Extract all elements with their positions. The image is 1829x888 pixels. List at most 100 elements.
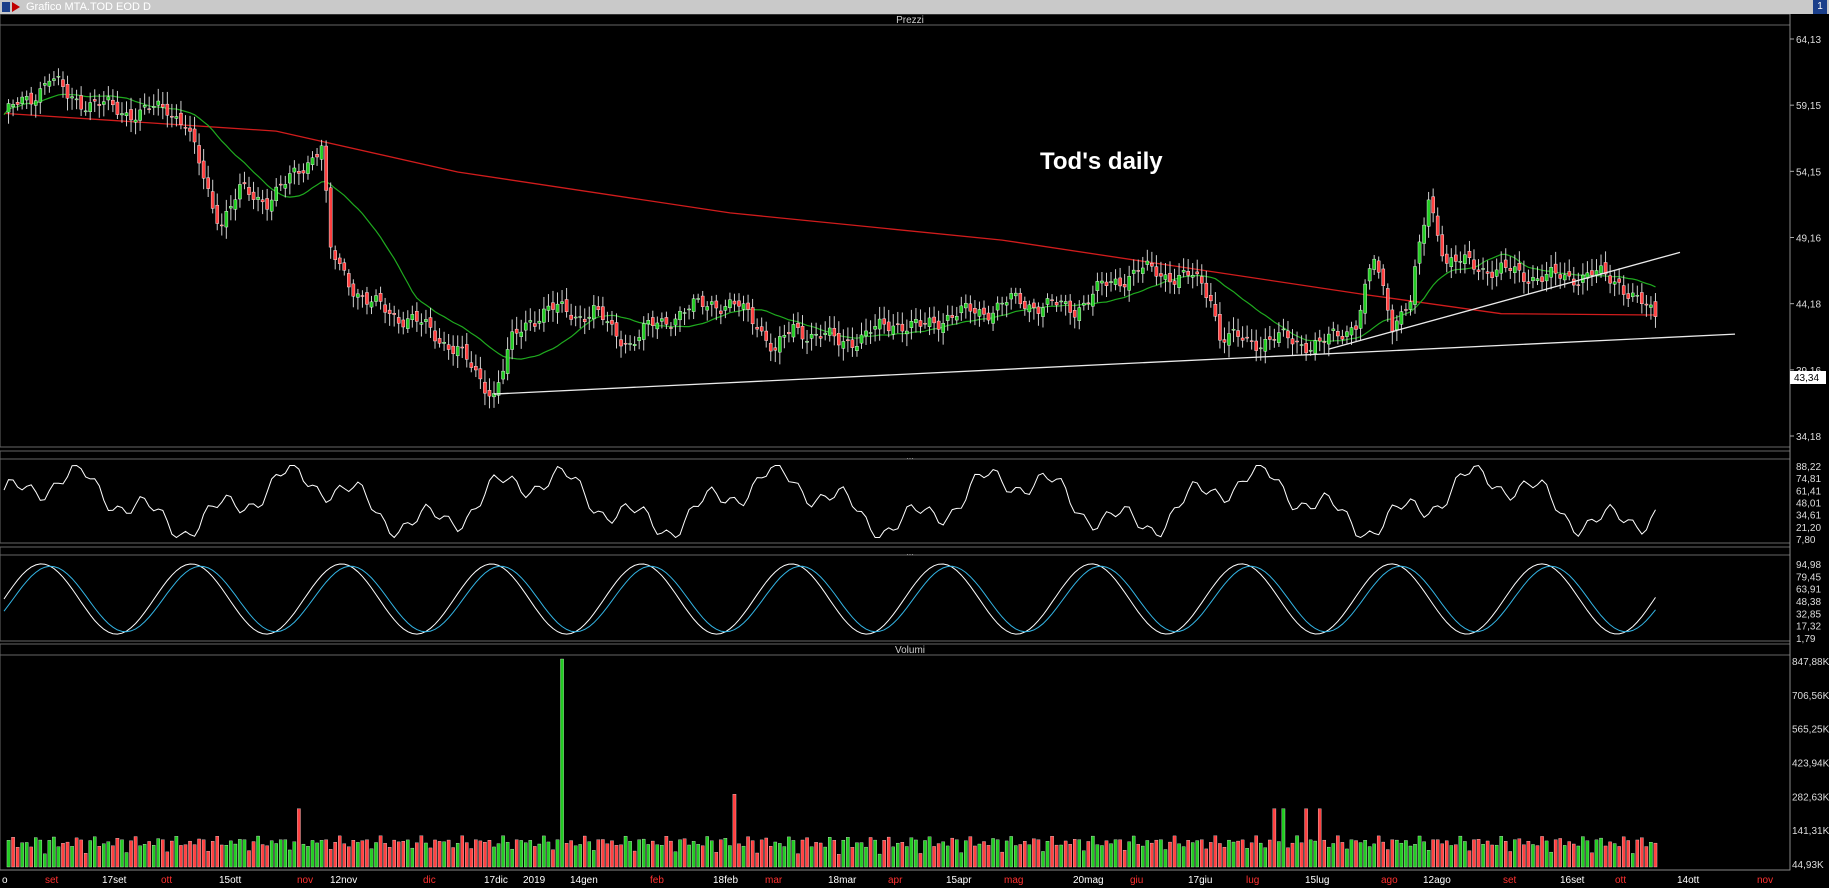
date-tick-label: 15lug (1305, 875, 1329, 886)
candle-body (1054, 302, 1059, 306)
candle-body (283, 184, 288, 189)
window-corner-label[interactable]: 1 (1813, 0, 1827, 14)
candle-body (483, 381, 487, 394)
candle-body (823, 332, 827, 335)
date-tick-label: mar (765, 875, 783, 886)
volume-bar (455, 843, 460, 868)
last-price-marker: 43,34 (1790, 371, 1826, 384)
candle-body (79, 95, 83, 110)
candle-body (1181, 270, 1186, 273)
candle-body (1390, 309, 1395, 333)
candle-body (1617, 278, 1621, 283)
candle-body (1263, 339, 1268, 352)
candle-body (923, 323, 927, 325)
volume-bar (74, 837, 79, 868)
candle-body (1345, 331, 1349, 337)
candle-body (1045, 298, 1050, 305)
volume-bar (1631, 853, 1635, 868)
candle-body (914, 319, 918, 324)
candle-body (387, 309, 392, 314)
candle-body (1258, 347, 1263, 350)
volume-bar (741, 845, 746, 868)
volume-bar (1086, 841, 1091, 868)
volume-bar (351, 840, 356, 868)
volume-bar (147, 841, 151, 868)
candle-body (378, 293, 383, 302)
volume-bar (986, 845, 991, 868)
window-title-bar: Grafico MTA.TOD EOD D 1 (0, 0, 1829, 15)
candle-body (333, 250, 337, 260)
volume-bar (823, 846, 827, 868)
candle-body (1363, 283, 1367, 314)
volume-bar (573, 845, 578, 868)
candle-body (1399, 311, 1404, 325)
volume-bar (1603, 845, 1608, 868)
candle-body (1195, 271, 1200, 275)
candle-body (619, 339, 623, 347)
candle-body (328, 187, 333, 248)
candle-body (1290, 338, 1295, 345)
candle-body (1626, 293, 1631, 299)
candle-body (124, 112, 129, 116)
volume-bar (170, 840, 174, 868)
candle-body (1594, 270, 1599, 276)
candle-body (92, 99, 97, 102)
volume-bar (1590, 852, 1594, 868)
candle-body (837, 333, 841, 346)
stoch-d-path (3, 565, 1656, 633)
chart-area[interactable]: Prezzi ... ... Volumi 64,13 59,15 54,15 49,… (0, 14, 1829, 888)
candle-body (945, 314, 950, 321)
candle-body (691, 298, 696, 312)
volume-bar (705, 836, 709, 868)
volume-bar (1190, 842, 1195, 868)
volume-bar (1036, 839, 1041, 868)
volume-bar (496, 843, 501, 868)
volume-bar (1426, 850, 1431, 868)
volume-bar (1195, 840, 1199, 868)
volume-bar (1004, 840, 1009, 868)
volume-bar (1508, 851, 1513, 868)
volume-bar (396, 841, 401, 868)
candle-body (1463, 254, 1467, 264)
candle-body (1499, 262, 1503, 274)
volume-bar (24, 842, 29, 868)
candle-body (523, 322, 528, 331)
candle-body (179, 112, 183, 125)
candle-body (192, 128, 197, 143)
volume-bar (1154, 839, 1159, 868)
candle-body (1322, 341, 1327, 343)
indicator2-tick-label: 48,38 (1796, 597, 1821, 608)
candle-body (1213, 304, 1218, 317)
candle-body (424, 319, 428, 322)
volume-bar (1023, 841, 1027, 868)
trendlines (493, 251, 1736, 395)
candle-body (43, 83, 47, 86)
candle-body (877, 318, 882, 330)
candle-body (165, 103, 170, 116)
volume-bar (1231, 841, 1236, 868)
candle-body (859, 334, 864, 344)
volume-bar (1635, 839, 1640, 868)
volume-bar (460, 835, 464, 868)
candle-body (210, 191, 215, 209)
candle-body (964, 302, 968, 309)
volume-bar (1045, 841, 1050, 868)
candle-body (1485, 271, 1490, 274)
volume-bar (469, 848, 474, 868)
candle-body (1095, 281, 1100, 291)
date-tick-label: 2019 (523, 875, 546, 886)
date-tick-label: mag (1004, 875, 1023, 886)
candle-body (278, 183, 283, 186)
volume-bar (192, 844, 197, 868)
price-tick-label: 49,16 (1796, 234, 1821, 245)
candle-body (188, 127, 192, 132)
volume-tick-label: 282,63K (1792, 792, 1829, 803)
date-tick-label: apr (888, 875, 903, 886)
candle-body (809, 333, 814, 339)
volume-bar (292, 841, 297, 868)
candle-body (519, 331, 524, 337)
volume-bar (238, 839, 242, 868)
volume-bar (1209, 842, 1213, 868)
candle-body (805, 341, 809, 343)
candle-body (319, 145, 324, 160)
